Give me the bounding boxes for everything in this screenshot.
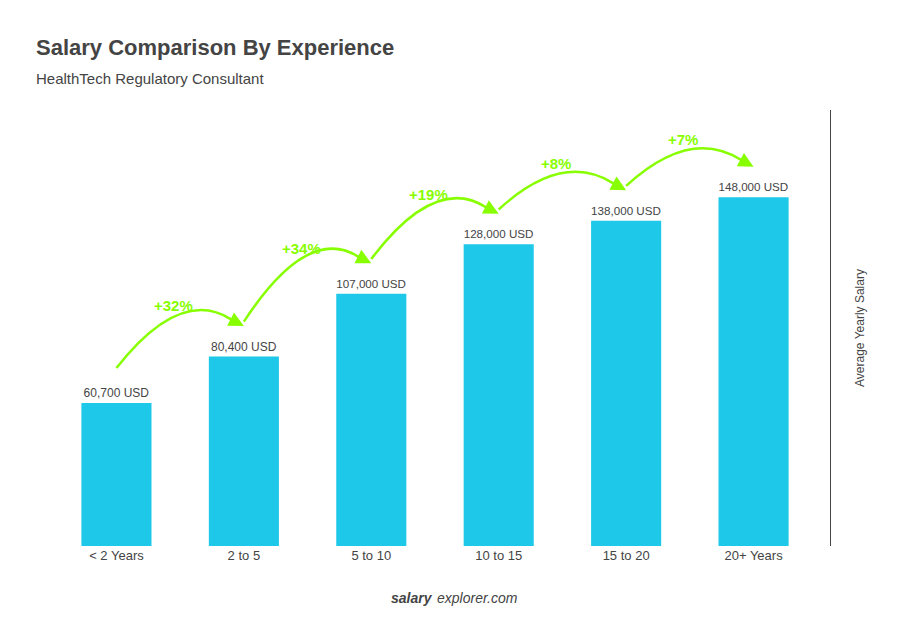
svg-text:explorer.com: explorer.com xyxy=(437,590,518,606)
svg-text:138,000 USD: 138,000 USD xyxy=(591,204,661,217)
svg-text:5 to 10: 5 to 10 xyxy=(351,548,391,563)
svg-text:107,000 USD: 107,000 USD xyxy=(336,277,406,290)
svg-text:60,700 USD: 60,700 USD xyxy=(84,386,150,400)
svg-text:+8%: +8% xyxy=(541,155,571,172)
svg-text:128,000 USD: 128,000 USD xyxy=(464,227,534,240)
svg-text:Salary Comparison By Experienc: Salary Comparison By Experience xyxy=(36,35,394,60)
svg-text:Average Yearly Salary: Average Yearly Salary xyxy=(853,269,867,387)
svg-text:+19%: +19% xyxy=(409,186,448,203)
svg-text:148,000 USD: 148,000 USD xyxy=(719,180,789,193)
svg-text:HealthTech Regulatory Consulta: HealthTech Regulatory Consultant xyxy=(36,70,264,87)
svg-text:salary: salary xyxy=(391,590,433,606)
svg-text:20+ Years: 20+ Years xyxy=(724,548,783,563)
svg-text:< 2 Years: < 2 Years xyxy=(89,548,144,563)
svg-text:+7%: +7% xyxy=(668,131,698,148)
svg-text:+34%: +34% xyxy=(282,240,321,257)
svg-text:2 to 5: 2 to 5 xyxy=(228,548,261,563)
svg-text:15 to 20: 15 to 20 xyxy=(603,548,650,563)
svg-text:+32%: +32% xyxy=(154,297,193,314)
svg-text:10 to 15: 10 to 15 xyxy=(475,548,522,563)
svg-text:80,400 USD: 80,400 USD xyxy=(211,340,277,354)
